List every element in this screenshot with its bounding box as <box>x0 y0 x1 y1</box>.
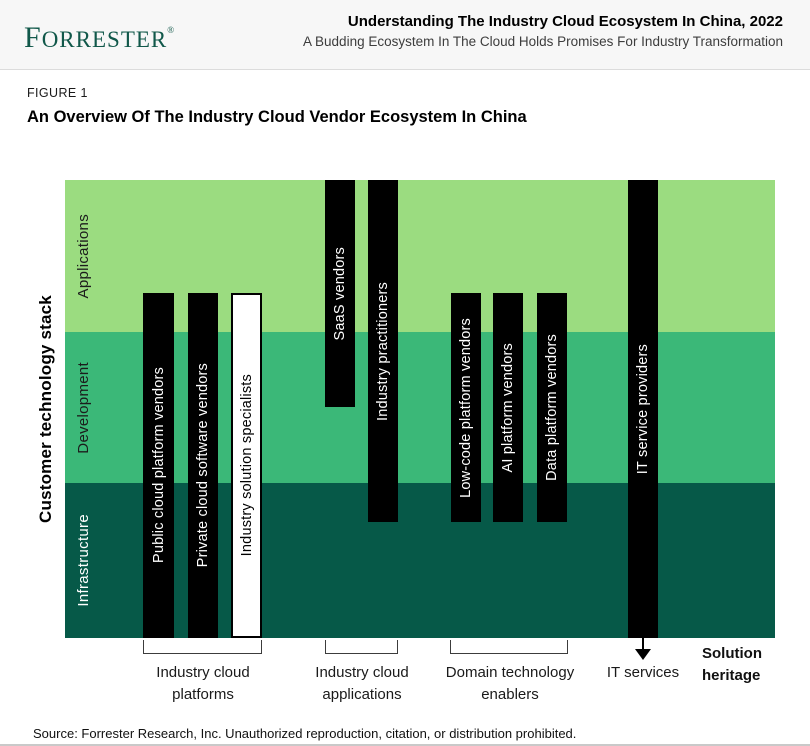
report-header: FORRESTER® Understanding The Industry Cl… <box>0 0 810 70</box>
bar-private-cloud-software-vendors: Private cloud software vendors <box>188 293 218 638</box>
bracket-domain-technology-enablers <box>450 640 568 654</box>
bar-ai-platform-vendors: AI platform vendors <box>493 293 523 522</box>
report-subtitle: A Budding Ecosystem In The Cloud Holds P… <box>303 34 783 49</box>
x-axis-label-solution-heritage: Solution heritage <box>702 643 762 687</box>
group-label-line2: enablers <box>481 685 539 703</box>
bar-low-code-platform-vendors: Low-code platform vendors <box>451 293 481 522</box>
group-label-domain-technology-enablers: Domain technology enablers <box>425 662 595 706</box>
bar-label: Industry practitioners <box>375 281 391 421</box>
group-label-line1: Domain technology <box>445 664 575 681</box>
bottom-divider <box>0 744 810 746</box>
bar-public-cloud-platform-vendors: Public cloud platform vendors <box>143 293 174 638</box>
bar-label: Low-code platform vendors <box>458 317 474 498</box>
group-label-line1: Industry cloud <box>156 664 250 681</box>
forrester-logo: FORRESTER® <box>24 21 174 55</box>
group-label-line2: applications <box>322 685 402 703</box>
bar-label: Industry solution specialists <box>238 374 255 557</box>
source-attribution: Source: Forrester Research, Inc. Unautho… <box>33 726 577 741</box>
group-label-line1: Industry cloud <box>315 664 409 681</box>
bar-label: Public cloud platform vendors <box>150 367 167 564</box>
bar-industry-solution-specialists: Industry solution specialists <box>231 293 262 638</box>
bar-label: Data platform vendors <box>544 334 560 481</box>
x-axis-label-line1: Solution <box>702 645 762 662</box>
bracket-industry-cloud-applications <box>325 640 398 654</box>
bar-label: AI platform vendors <box>500 342 516 473</box>
bar-label: Private cloud software vendors <box>195 363 211 568</box>
bar-industry-practitioners: Industry practitioners <box>368 180 398 522</box>
band-applications-label: Applications <box>75 213 92 299</box>
bar-label: SaaS vendors <box>332 246 348 341</box>
registered-trademark-mark: ® <box>167 25 175 35</box>
bar-saas-vendors: SaaS vendors <box>325 180 355 407</box>
band-infrastructure-label-wrap: Infrastructure <box>75 483 92 638</box>
bar-label: IT service providers <box>635 343 651 475</box>
group-label-industry-cloud-applications: Industry cloud applications <box>282 662 442 706</box>
band-infrastructure-label: Infrastructure <box>75 514 92 607</box>
figure-title: An Overview Of The Industry Cloud Vendor… <box>27 108 527 126</box>
band-applications-label-wrap: Applications <box>75 180 92 332</box>
figure-number-label: FIGURE 1 <box>27 86 88 100</box>
down-arrow-icon <box>635 649 651 660</box>
bracket-industry-cloud-platforms <box>143 640 262 654</box>
forrester-logo-text: FORRESTER <box>24 21 168 54</box>
down-arrow-stem <box>642 638 644 650</box>
bar-data-platform-vendors: Data platform vendors <box>537 293 567 522</box>
group-label-line2: platforms <box>172 685 234 703</box>
y-axis-label: Customer technology stack <box>36 295 55 523</box>
x-axis-label-line2: heritage <box>702 666 761 684</box>
bar-it-service-providers: IT service providers <box>628 180 658 638</box>
group-label-it-services: IT services <box>606 664 680 681</box>
band-development-label: Development <box>75 361 92 454</box>
report-title: Understanding The Industry Cloud Ecosyst… <box>347 13 783 30</box>
group-label-industry-cloud-platforms: Industry cloud platforms <box>123 662 283 706</box>
band-development-label-wrap: Development <box>75 332 92 483</box>
report-title-block: Understanding The Industry Cloud Ecosyst… <box>303 13 783 49</box>
